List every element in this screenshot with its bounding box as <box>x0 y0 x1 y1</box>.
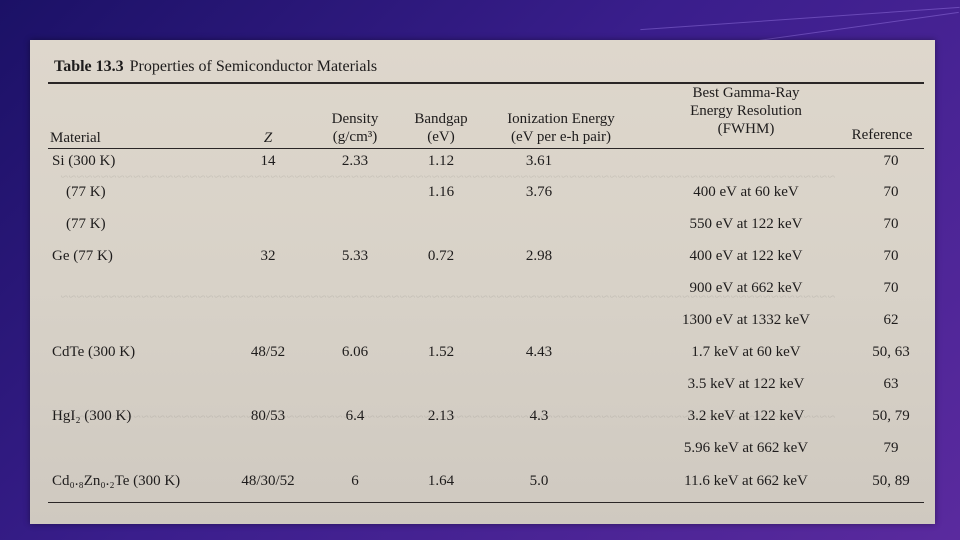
cell-density: 6.4 <box>345 408 365 424</box>
header-z: Z <box>263 130 273 146</box>
cell-z: 32 <box>260 248 276 264</box>
cell-bandgap: 0.72 <box>427 248 455 264</box>
cell-resolution: 900 eV at 662 keV <box>689 280 803 296</box>
cell-reference: 79 <box>883 440 899 456</box>
book-page: ~~~~~~~~~~~~~~~~~~~~~~~~~~~~~~~~~~~~~~~~… <box>30 40 935 524</box>
cell-resolution: 11.6 keV at 662 keV <box>684 473 808 489</box>
cell-reference: 50, 79 <box>872 408 910 424</box>
header-ionization: Ionization Energy (eV per e-h pair) <box>507 111 615 145</box>
cell-reference: 70 <box>883 153 899 169</box>
cell-reference: 70 <box>883 216 899 232</box>
header-density: Density (g/cm³) <box>331 111 379 145</box>
cell-reference: 50, 63 <box>872 344 910 360</box>
table-title: Properties of Semiconductor Materials <box>129 58 378 75</box>
cell-resolution: 550 eV at 122 keV <box>689 216 803 232</box>
cell-ionization: 4.3 <box>529 408 549 424</box>
cell-density: 6.06 <box>341 344 369 360</box>
header-rule <box>48 148 924 149</box>
cell-ionization: 3.76 <box>525 184 553 200</box>
cell-reference: 70 <box>883 248 899 264</box>
cell-resolution: 400 eV at 60 keV <box>693 184 799 200</box>
cell-bandgap: 1.52 <box>427 344 455 360</box>
cell-ionization: 2.98 <box>525 248 553 264</box>
cell-material: Si (300 K) <box>52 153 116 169</box>
cell-bandgap: 2.13 <box>427 408 455 424</box>
cell-material: Cd₀.₈Zn₀.₂Te (300 K) <box>52 473 181 489</box>
cell-bandgap: 1.16 <box>427 184 455 200</box>
top-rule <box>48 82 924 84</box>
table-caption: Table 13.3 Properties of Semiconductor Ma… <box>54 58 377 76</box>
cell-reference: 62 <box>883 312 899 328</box>
header-bandgap: Bandgap (eV) <box>414 111 468 145</box>
cell-z: 14 <box>260 153 276 169</box>
header-reference: Reference <box>851 127 913 143</box>
bottom-rule <box>48 502 924 503</box>
cell-resolution: 1300 eV at 1332 keV <box>681 312 811 328</box>
header-resolution: Best Gamma-Ray Energy Resolution (FWHM) <box>690 85 802 137</box>
cell-reference: 50, 89 <box>872 473 910 489</box>
cell-z: 48/30/52 <box>241 473 295 489</box>
header-material: Material <box>50 130 101 146</box>
cell-ionization: 4.43 <box>525 344 553 360</box>
cell-material: (77 K) <box>66 184 106 200</box>
cell-material: Ge (77 K) <box>52 248 113 264</box>
cell-density: 5.33 <box>341 248 369 264</box>
cell-resolution: 400 eV at 122 keV <box>689 248 803 264</box>
cell-resolution: 1.7 keV at 60 keV <box>691 344 801 360</box>
cell-material: CdTe (300 K) <box>52 344 136 360</box>
cell-density: 2.33 <box>341 153 369 169</box>
cell-ionization: 5.0 <box>529 473 549 489</box>
cell-ionization: 3.61 <box>525 153 553 169</box>
cell-z: 80/53 <box>250 408 286 424</box>
cell-material: (77 K) <box>66 216 106 232</box>
cell-resolution: 5.96 keV at 662 keV <box>683 440 809 456</box>
cell-resolution: 3.2 keV at 122 keV <box>687 408 805 424</box>
cell-resolution: 3.5 keV at 122 keV <box>687 376 805 392</box>
table-number: Table 13.3 <box>54 58 124 75</box>
cell-density: 6 <box>351 473 359 489</box>
cell-reference: 70 <box>883 280 899 296</box>
cell-bandgap: 1.12 <box>427 153 455 169</box>
cell-bandgap: 1.64 <box>427 473 455 489</box>
cell-z: 48/52 <box>250 344 286 360</box>
cell-reference: 63 <box>883 376 899 392</box>
cell-material: HgI₂ (300 K) <box>52 408 132 424</box>
cell-reference: 70 <box>883 184 899 200</box>
